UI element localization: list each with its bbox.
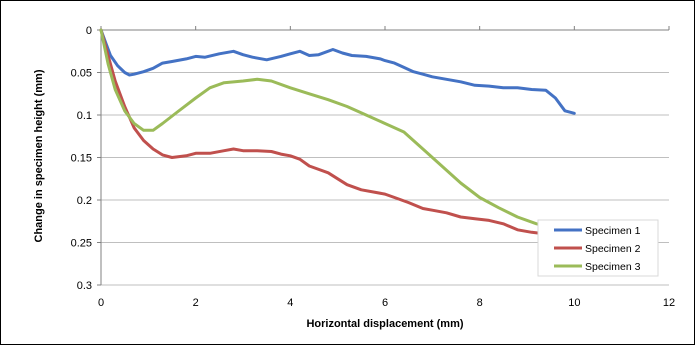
legend-label-specimen-3: Specimen 3 xyxy=(585,261,641,273)
series-line-specimen-2 xyxy=(99,28,576,247)
x-axis-title: Horizontal displacement (mm) xyxy=(306,318,463,330)
y-tick-label: 0.3 xyxy=(77,280,92,292)
x-tick-label: 0 xyxy=(98,297,104,309)
y-tick-label: 0.1 xyxy=(77,110,92,122)
legend: Specimen 1 Specimen 2 Specimen 3 xyxy=(537,219,659,277)
series-line-specimen-3 xyxy=(99,28,576,232)
legend-label-specimen-2: Specimen 2 xyxy=(585,243,641,255)
y-tick-label: 0.05 xyxy=(71,68,92,80)
gridlines xyxy=(101,72,669,286)
axes: 0 0.05 0.1 0.15 0.2 0.25 0.3 0 2 4 6 8 10 12 xyxy=(71,25,676,309)
x-tick-label: 12 xyxy=(663,297,675,309)
series-line-specimen-1 xyxy=(99,28,576,115)
line-chart: 0 0.05 0.1 0.15 0.2 0.25 0.3 0 2 4 6 8 10 12 Specimen… xyxy=(33,25,676,330)
y-tick-label: 0.25 xyxy=(71,238,92,250)
y-tick-label: 0.2 xyxy=(77,195,92,207)
y-tick-label: 0.15 xyxy=(71,153,92,165)
legend-label-specimen-1: Specimen 1 xyxy=(585,225,641,237)
x-tick-label: 10 xyxy=(568,297,580,309)
x-tick-label: 2 xyxy=(193,297,199,309)
x-tick-label: 4 xyxy=(287,297,293,309)
x-tick-label: 6 xyxy=(382,297,388,309)
y-axis-title: Change in specimen height (mm) xyxy=(33,69,45,242)
series-lines xyxy=(99,28,576,247)
y-tick-label: 0 xyxy=(86,25,92,37)
x-tick-label: 8 xyxy=(477,297,483,309)
